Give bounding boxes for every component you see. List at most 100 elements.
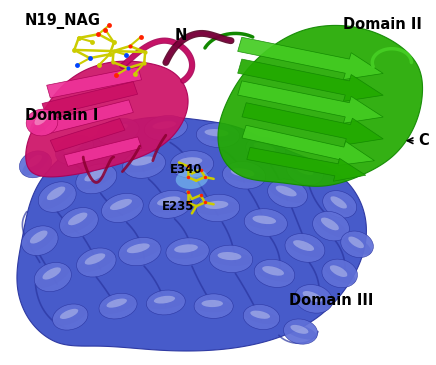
Ellipse shape	[204, 201, 228, 209]
Ellipse shape	[102, 198, 143, 218]
Ellipse shape	[290, 325, 308, 334]
Polygon shape	[26, 61, 188, 177]
Ellipse shape	[303, 291, 322, 302]
Ellipse shape	[218, 252, 242, 260]
Ellipse shape	[209, 245, 253, 273]
Ellipse shape	[325, 193, 354, 215]
Ellipse shape	[246, 137, 286, 163]
Ellipse shape	[102, 193, 143, 223]
Ellipse shape	[85, 253, 105, 265]
Ellipse shape	[144, 115, 187, 141]
Text: N19_NAG: N19_NAG	[24, 13, 101, 29]
Ellipse shape	[222, 161, 266, 189]
Ellipse shape	[268, 179, 307, 208]
Ellipse shape	[244, 209, 287, 236]
Ellipse shape	[196, 201, 240, 215]
Ellipse shape	[78, 252, 115, 273]
Ellipse shape	[154, 296, 175, 304]
Ellipse shape	[77, 168, 116, 190]
Ellipse shape	[119, 238, 161, 266]
Ellipse shape	[68, 212, 87, 225]
PathPatch shape	[42, 82, 138, 116]
Ellipse shape	[22, 153, 49, 176]
Ellipse shape	[54, 308, 87, 326]
Ellipse shape	[149, 190, 191, 218]
Ellipse shape	[146, 290, 185, 315]
Ellipse shape	[276, 186, 296, 196]
Ellipse shape	[170, 157, 214, 172]
Ellipse shape	[250, 311, 270, 319]
Ellipse shape	[30, 230, 48, 243]
Ellipse shape	[76, 164, 117, 194]
Ellipse shape	[106, 299, 127, 308]
Ellipse shape	[99, 293, 137, 319]
Ellipse shape	[157, 196, 181, 206]
Ellipse shape	[52, 304, 88, 330]
Ellipse shape	[348, 237, 364, 248]
Ellipse shape	[60, 208, 98, 237]
PathPatch shape	[238, 59, 383, 101]
PathPatch shape	[238, 81, 383, 123]
Ellipse shape	[84, 169, 106, 181]
Ellipse shape	[30, 111, 54, 134]
Ellipse shape	[34, 113, 48, 125]
Ellipse shape	[313, 211, 349, 241]
Ellipse shape	[315, 215, 347, 238]
Ellipse shape	[254, 143, 275, 152]
Ellipse shape	[97, 119, 139, 145]
Ellipse shape	[166, 238, 209, 265]
Ellipse shape	[27, 155, 42, 167]
Ellipse shape	[178, 157, 202, 165]
Ellipse shape	[209, 252, 253, 266]
Text: C: C	[418, 133, 429, 148]
Ellipse shape	[252, 215, 276, 224]
Ellipse shape	[60, 309, 78, 319]
Ellipse shape	[99, 298, 136, 314]
Ellipse shape	[34, 262, 72, 292]
Ellipse shape	[19, 151, 51, 178]
Ellipse shape	[323, 191, 357, 218]
Ellipse shape	[295, 285, 333, 313]
PathPatch shape	[242, 125, 375, 165]
Polygon shape	[17, 117, 366, 351]
Ellipse shape	[269, 184, 307, 203]
Ellipse shape	[296, 289, 331, 309]
Ellipse shape	[105, 124, 128, 133]
Ellipse shape	[110, 199, 132, 210]
Ellipse shape	[341, 231, 373, 258]
Text: Domain I: Domain I	[24, 108, 98, 123]
PathPatch shape	[242, 103, 383, 145]
Ellipse shape	[330, 265, 347, 277]
Ellipse shape	[98, 123, 139, 140]
Ellipse shape	[47, 187, 65, 200]
Ellipse shape	[153, 121, 176, 129]
Ellipse shape	[176, 169, 208, 189]
Ellipse shape	[262, 266, 284, 276]
Ellipse shape	[286, 238, 324, 258]
Ellipse shape	[204, 129, 228, 137]
Ellipse shape	[231, 168, 254, 177]
Ellipse shape	[255, 265, 294, 282]
Ellipse shape	[254, 260, 295, 287]
Ellipse shape	[127, 243, 150, 253]
Text: Domain III: Domain III	[289, 293, 373, 308]
Ellipse shape	[166, 244, 209, 259]
Ellipse shape	[324, 263, 355, 284]
Ellipse shape	[243, 304, 280, 330]
Ellipse shape	[21, 226, 58, 256]
Ellipse shape	[244, 215, 287, 230]
Ellipse shape	[294, 164, 313, 175]
Ellipse shape	[123, 150, 166, 178]
Ellipse shape	[201, 300, 223, 307]
Text: E340: E340	[170, 163, 203, 176]
Ellipse shape	[174, 244, 198, 253]
Ellipse shape	[321, 218, 339, 230]
PathPatch shape	[47, 67, 142, 98]
Ellipse shape	[284, 324, 317, 339]
Ellipse shape	[322, 259, 358, 288]
Text: Domain II: Domain II	[344, 17, 422, 32]
Ellipse shape	[149, 196, 191, 212]
Ellipse shape	[61, 211, 96, 234]
Ellipse shape	[293, 240, 314, 251]
Ellipse shape	[146, 296, 185, 309]
